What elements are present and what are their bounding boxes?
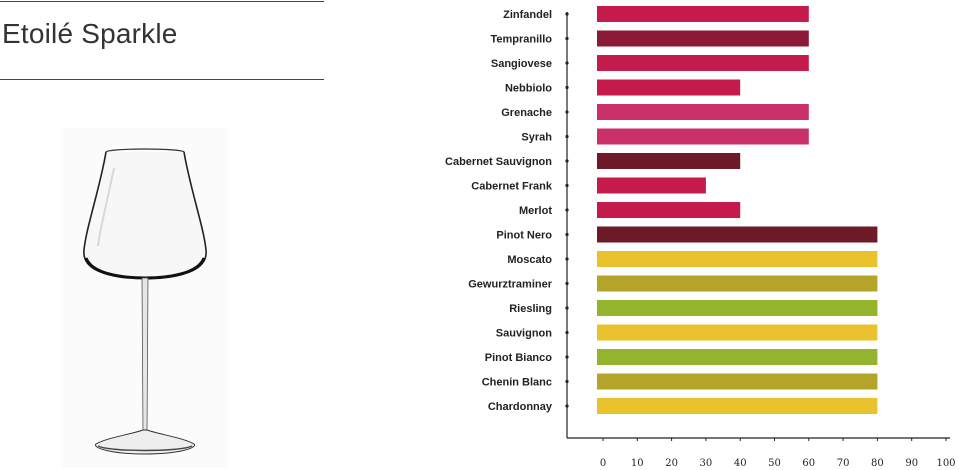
category-label: Grenache — [501, 107, 552, 119]
bar-chenin-blanc — [597, 373, 878, 390]
category-label: Nebbiolo — [505, 83, 552, 95]
y-tick — [565, 85, 569, 90]
x-tick-label: 100 — [936, 458, 955, 469]
category-label: Pinot Bianco — [485, 352, 553, 364]
category-label: Riesling — [509, 303, 552, 315]
x-tick-label: 60 — [802, 458, 815, 469]
wine-glass-image — [62, 128, 228, 468]
title-top-rule — [0, 1, 324, 2]
x-tick-label: 20 — [665, 458, 678, 469]
title-bottom-rule — [0, 79, 324, 80]
x-tick-label: 50 — [768, 458, 781, 469]
category-label: Cabernet Sauvignon — [445, 156, 552, 168]
category-label: Tempranillo — [490, 34, 552, 46]
bar-sauvignon — [597, 324, 878, 341]
y-tick — [565, 208, 569, 212]
category-label: Chardonnay — [488, 401, 553, 413]
category-label: Cabernet Frank — [471, 181, 553, 193]
category-label: Moscato — [507, 254, 552, 266]
category-label: Merlot — [519, 205, 552, 217]
x-tick-label: 30 — [700, 458, 713, 469]
bar-moscato — [597, 251, 878, 267]
bar-riesling — [597, 300, 878, 316]
y-tick — [565, 355, 569, 359]
bar-sangiovese — [597, 55, 809, 71]
x-tick-label: 70 — [837, 458, 850, 469]
y-tick — [565, 379, 569, 384]
bar-grenache — [597, 104, 809, 120]
category-label: Zinfandel — [503, 9, 552, 21]
bar-syrah — [597, 128, 809, 145]
x-tick-label: 10 — [631, 458, 644, 469]
y-tick — [565, 61, 569, 65]
y-tick — [565, 12, 569, 16]
y-tick — [565, 257, 569, 261]
bar-zinfandel — [597, 6, 809, 22]
bar-chardonnay — [597, 398, 878, 414]
category-label: Chenin Blanc — [482, 377, 552, 389]
bar-cabernet-frank — [597, 177, 706, 194]
page-title: Etoilé Sparkle — [2, 18, 178, 49]
category-label: Gewurztraminer — [468, 279, 552, 291]
bar-pinot-nero — [597, 226, 878, 243]
y-tick — [565, 330, 569, 335]
category-label: Syrah — [521, 132, 552, 144]
y-tick — [565, 36, 569, 41]
x-tick-label: 80 — [871, 458, 884, 469]
y-tick — [565, 134, 569, 139]
bar-pinot-bianco — [597, 349, 878, 365]
y-tick — [565, 281, 569, 286]
x-tick-label: 40 — [734, 458, 747, 469]
category-label: Sauvignon — [496, 328, 553, 340]
y-tick — [565, 183, 569, 188]
bar-merlot — [597, 202, 741, 218]
y-tick — [565, 306, 569, 310]
y-tick — [565, 110, 569, 114]
category-label: Pinot Nero — [496, 230, 552, 242]
category-label: Sangiovese — [491, 58, 552, 70]
x-tick-label: 90 — [905, 458, 918, 469]
y-tick — [565, 232, 569, 237]
x-tick-label: 0 — [600, 458, 606, 469]
bar-cabernet-sauvignon — [597, 153, 741, 169]
bar-tempranillo — [597, 30, 809, 47]
y-tick — [565, 159, 569, 163]
bar-gewurztraminer — [597, 275, 878, 292]
y-tick — [565, 404, 569, 408]
bar-nebbiolo — [597, 79, 741, 96]
